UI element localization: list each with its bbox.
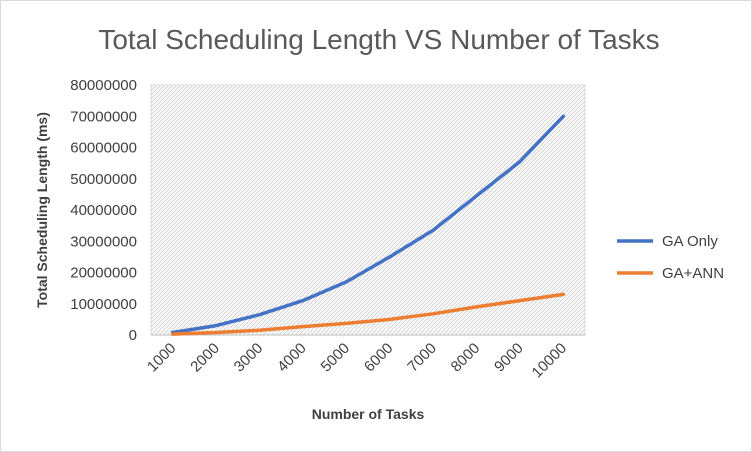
y-tick-label: 20000000 — [70, 265, 137, 282]
y-tick-label: 70000000 — [70, 108, 137, 125]
series-line-ga-ann — [170, 292, 566, 336]
x-tick-label: 3000 — [231, 340, 267, 376]
x-tick-label: 7000 — [404, 340, 440, 376]
x-tick-label: 8000 — [448, 340, 484, 376]
y-axis-ticks: 0 10000000 20000000 30000000 40000000 5000000… — [70, 77, 137, 344]
y-axis-label: Total Scheduling Length (ms) — [34, 112, 50, 308]
y-tick-label: 40000000 — [70, 202, 137, 219]
y-tick-label: 0 — [129, 327, 137, 344]
y-tick-label: 50000000 — [70, 171, 137, 188]
x-tick-label: 10000 — [529, 340, 571, 382]
plot-area — [150, 84, 586, 336]
x-tick-label: 4000 — [274, 340, 310, 376]
x-axis-ticks: 1000 2000 3000 4000 5000 6000 7000 8000 9000 1000… — [144, 340, 570, 382]
legend-label: GA Only — [662, 233, 718, 250]
legend: GA Only GA+ANN — [617, 233, 724, 282]
x-tick-label: 5000 — [318, 340, 354, 376]
x-tick-label: 9000 — [491, 340, 527, 376]
x-tick-label: 2000 — [187, 340, 223, 376]
y-tick-label: 30000000 — [70, 233, 137, 250]
y-tick-label: 80000000 — [70, 77, 137, 94]
y-tick-label: 10000000 — [70, 296, 137, 313]
x-axis-label: Number of Tasks — [312, 406, 425, 422]
legend-label: GA+ANN — [662, 265, 724, 282]
x-tick-label: 1000 — [144, 340, 180, 376]
y-tick-label: 60000000 — [70, 140, 137, 157]
series-line-ga-only — [170, 114, 566, 335]
x-tick-label: 6000 — [361, 340, 397, 376]
chart-title: Total Scheduling Length VS Number of Tas… — [98, 24, 659, 55]
series-lines — [170, 114, 566, 336]
